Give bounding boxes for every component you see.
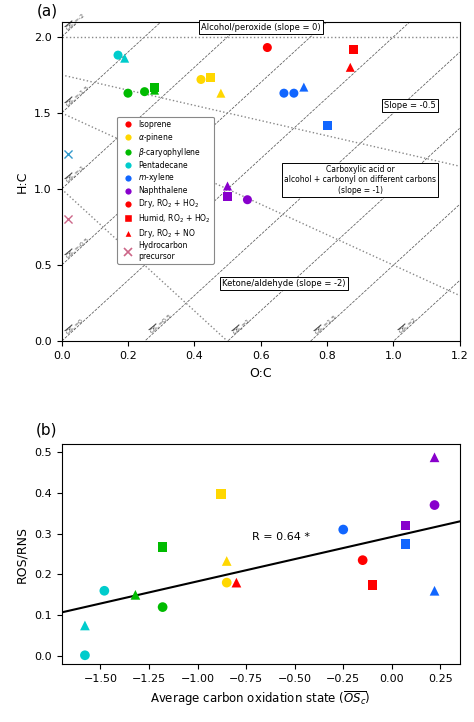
Text: $\overline{OS}_c$=1.5: $\overline{OS}_c$=1.5 bbox=[312, 312, 340, 338]
Point bbox=[244, 194, 251, 206]
Point bbox=[114, 49, 122, 61]
Point bbox=[359, 554, 366, 566]
Text: $\overline{OS}_c$=0: $\overline{OS}_c$=0 bbox=[64, 316, 87, 338]
Point bbox=[81, 619, 89, 631]
Point bbox=[431, 585, 438, 596]
Text: (a): (a) bbox=[36, 4, 58, 19]
Y-axis label: ROS/RNS: ROS/RNS bbox=[16, 526, 28, 583]
Text: $\overline{OS}_c$=2: $\overline{OS}_c$=2 bbox=[396, 315, 420, 337]
Point bbox=[264, 42, 271, 53]
Point bbox=[151, 82, 158, 93]
Text: $\overline{OS}_c$=0.5: $\overline{OS}_c$=0.5 bbox=[147, 311, 175, 337]
Point bbox=[339, 523, 347, 535]
X-axis label: O:C: O:C bbox=[249, 367, 272, 380]
Point bbox=[280, 87, 288, 99]
Y-axis label: H:C: H:C bbox=[16, 170, 28, 193]
Point bbox=[64, 148, 72, 160]
Text: Alcohol/peroxide (slope = 0): Alcohol/peroxide (slope = 0) bbox=[201, 22, 320, 32]
Point bbox=[290, 87, 298, 99]
Point bbox=[401, 520, 409, 531]
Point bbox=[132, 589, 139, 601]
Text: Ketone/aldehyde (slope = -2): Ketone/aldehyde (slope = -2) bbox=[222, 279, 346, 288]
Point bbox=[224, 191, 231, 202]
X-axis label: Average carbon oxidation state ($\overline{OS_c}$): Average carbon oxidation state ($\overli… bbox=[150, 690, 371, 708]
Point bbox=[401, 538, 409, 549]
Point bbox=[141, 86, 148, 97]
Point bbox=[121, 53, 128, 64]
Point bbox=[223, 555, 230, 567]
Point bbox=[217, 488, 225, 500]
Point bbox=[197, 74, 205, 85]
Text: $\overline{OS}_c$=1: $\overline{OS}_c$=1 bbox=[230, 316, 254, 338]
Point bbox=[369, 579, 376, 591]
Point bbox=[151, 84, 158, 96]
Text: Slope = -0.5: Slope = -0.5 bbox=[384, 101, 436, 110]
Point bbox=[233, 577, 240, 588]
Point bbox=[431, 451, 438, 463]
Text: Carboxylic acid or
alcohol + carbonyl on different carbons
(slope = -1): Carboxylic acid or alcohol + carbonyl on… bbox=[284, 165, 436, 195]
Text: $\overline{OS}_c$=-2: $\overline{OS}_c$=-2 bbox=[64, 10, 89, 33]
Point bbox=[431, 500, 438, 511]
Point bbox=[64, 214, 72, 225]
Text: (b): (b) bbox=[36, 422, 58, 438]
Legend: Isoprene, $\alpha$-pinene, $\beta$-caryophyllene, Pentadecane, $m$-xylene, Napht: Isoprene, $\alpha$-pinene, $\beta$-caryo… bbox=[117, 117, 214, 264]
Point bbox=[217, 87, 225, 99]
Point bbox=[207, 72, 215, 84]
Point bbox=[81, 650, 89, 661]
Point bbox=[100, 585, 108, 596]
Point bbox=[223, 577, 230, 588]
Point bbox=[346, 61, 354, 73]
Text: $\overline{OS}_c$=-1.5: $\overline{OS}_c$=-1.5 bbox=[64, 82, 93, 110]
Point bbox=[300, 82, 308, 93]
Point bbox=[323, 119, 331, 131]
Point bbox=[159, 541, 166, 552]
Point bbox=[350, 43, 357, 55]
Point bbox=[124, 87, 132, 99]
Point bbox=[159, 601, 166, 613]
Point bbox=[224, 180, 231, 192]
Text: R = 0.64 *: R = 0.64 * bbox=[252, 532, 310, 542]
Text: $\overline{OS}_c$=-1: $\overline{OS}_c$=-1 bbox=[64, 162, 89, 186]
Text: $\overline{OS}_c$=-0.5: $\overline{OS}_c$=-0.5 bbox=[64, 235, 93, 262]
